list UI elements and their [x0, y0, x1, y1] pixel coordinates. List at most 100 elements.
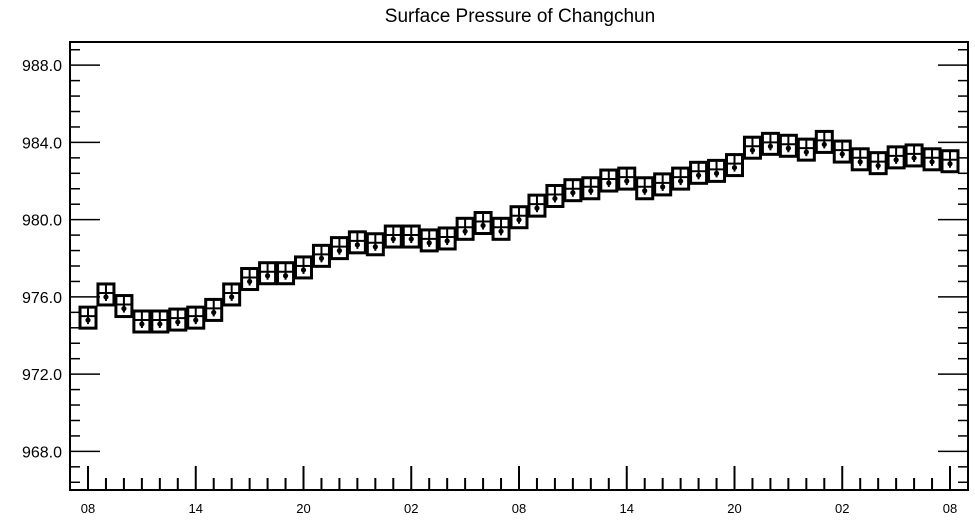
data-point	[725, 153, 744, 178]
data-point	[383, 224, 403, 249]
data-point	[689, 160, 709, 185]
data-point	[168, 307, 188, 332]
chart-title: Surface Pressure of Changchun	[385, 6, 655, 27]
data-point	[437, 226, 457, 251]
data-point	[617, 166, 637, 191]
marker-dot	[588, 188, 594, 194]
data-point	[186, 305, 206, 330]
data-point	[850, 147, 870, 172]
x-tick-label: 08	[81, 501, 95, 516]
data-point	[276, 261, 296, 286]
data-point	[294, 255, 313, 280]
y-tick-label: 976.0	[22, 290, 62, 307]
data-point	[347, 230, 367, 255]
marker-dot	[498, 228, 504, 234]
y-tick-label: 968.0	[22, 444, 62, 461]
data-point	[671, 166, 691, 191]
data-point	[401, 224, 421, 249]
marker-dot	[947, 161, 953, 167]
marker-dot	[624, 178, 630, 184]
y-tick-label: 972.0	[22, 367, 62, 384]
data-point	[545, 183, 565, 208]
x-tick-label: 08	[943, 501, 957, 516]
marker-dot	[121, 305, 127, 312]
data-point	[329, 236, 349, 261]
marker-dot	[857, 159, 863, 165]
marker-dot	[336, 248, 343, 254]
marker-dot	[390, 236, 396, 242]
y-tick-label: 984.0	[22, 135, 62, 152]
marker-dot	[247, 278, 253, 285]
x-tick-label: 14	[620, 501, 634, 516]
data-point	[222, 282, 242, 307]
data-point	[114, 294, 134, 319]
data-point	[635, 176, 655, 201]
marker-dot	[731, 164, 738, 171]
marker-dot	[893, 157, 899, 163]
data-markers	[78, 129, 960, 334]
marker-dot	[157, 321, 163, 327]
marker-dot	[354, 242, 360, 248]
y-axis: 968.0 972.0 976.0 980.0 984.0 988.0	[22, 48, 968, 484]
marker-dot	[821, 141, 827, 148]
marker-dot	[767, 143, 774, 149]
marker-dot	[264, 273, 271, 279]
x-tick-label: 02	[404, 501, 418, 516]
data-point	[904, 143, 924, 168]
data-point	[563, 178, 583, 203]
marker-dot	[570, 190, 576, 196]
data-point	[922, 147, 942, 172]
data-point	[653, 172, 673, 197]
data-point	[886, 145, 906, 170]
data-point	[473, 211, 493, 236]
plot-frame	[69, 41, 969, 491]
data-point	[814, 129, 834, 154]
marker-dot	[516, 217, 522, 223]
marker-dot	[211, 309, 217, 316]
x-tick-label: 14	[189, 501, 203, 516]
marker-dot	[552, 195, 558, 202]
data-point	[240, 267, 260, 292]
marker-dot	[426, 240, 432, 246]
data-point	[455, 216, 475, 241]
x-tick-label: 20	[727, 501, 741, 516]
data-point	[78, 305, 98, 330]
data-point	[599, 168, 619, 193]
marker-dot	[175, 319, 181, 325]
marker-dot	[103, 294, 109, 300]
marker-dot	[193, 317, 199, 323]
marker-dot	[875, 163, 881, 169]
data-point	[365, 232, 385, 257]
marker-dot	[85, 317, 91, 323]
data-point	[311, 243, 331, 268]
marker-dot	[480, 222, 486, 229]
marker-dot	[139, 321, 145, 327]
data-point	[940, 149, 960, 174]
y-tick-label: 988.0	[22, 58, 62, 75]
marker-dot	[444, 238, 450, 244]
data-point	[527, 193, 547, 218]
marker-dot	[534, 205, 540, 211]
data-point	[832, 139, 852, 164]
marker-dot	[803, 149, 809, 155]
marker-dot	[749, 147, 756, 153]
marker-dot	[839, 151, 845, 157]
marker-dot	[713, 170, 720, 176]
marker-dot	[642, 188, 648, 194]
data-point	[96, 282, 116, 307]
marker-dot	[372, 244, 378, 250]
marker-dot	[462, 228, 468, 234]
data-point	[491, 216, 511, 241]
data-point	[132, 309, 152, 334]
marker-dot	[229, 294, 235, 300]
marker-dot	[785, 145, 791, 151]
marker-dot	[929, 159, 935, 165]
data-point	[581, 176, 601, 201]
data-point	[258, 261, 278, 286]
x-tick-label: 20	[296, 501, 310, 516]
data-point	[778, 133, 798, 158]
marker-dot	[282, 273, 289, 279]
data-point	[796, 137, 816, 162]
marker-dot	[911, 155, 917, 161]
